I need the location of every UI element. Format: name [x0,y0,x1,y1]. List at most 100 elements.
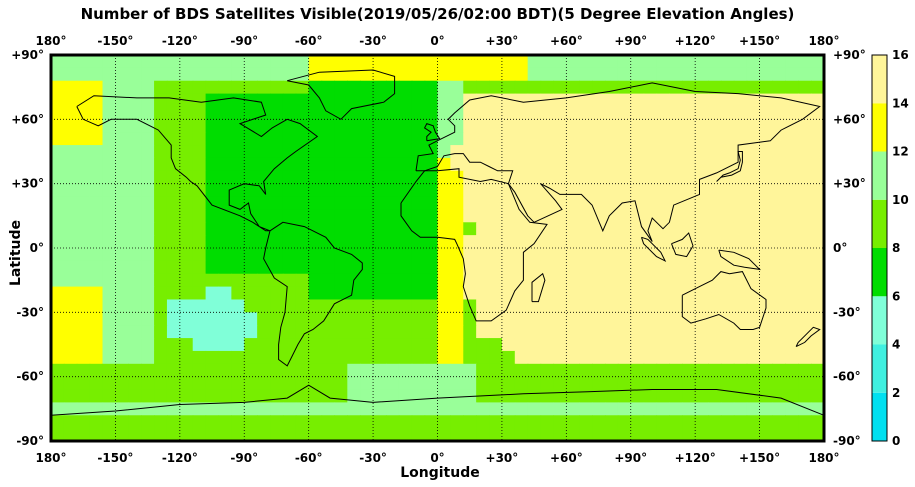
field-cell [308,80,323,95]
field-cell [373,196,387,210]
field-cell [115,260,129,275]
field-cell [798,338,812,352]
field-cell [553,119,567,133]
field-cell [527,222,542,236]
field-cell [295,106,310,120]
field-cell [514,325,529,339]
field-cell [205,106,220,120]
field-cell [785,196,799,210]
field-cell [385,222,400,236]
field-cell [682,183,696,198]
field-cell [772,299,786,313]
field-cell [643,338,658,352]
field-cell [514,286,529,301]
field-cell [553,67,567,82]
field-cell [708,389,722,403]
field-cell [295,273,310,288]
field-cell [540,170,555,185]
field-cell [656,183,670,198]
field-cell [347,170,361,185]
field-cell [218,67,232,82]
field-cell [759,132,774,146]
field-cell [63,183,78,198]
field-cell [166,93,181,108]
field-cell [437,402,451,416]
field-cell [798,93,812,108]
field-cell [695,55,709,69]
field-cell [720,415,735,429]
field-cell [257,428,271,442]
field-cell [218,389,232,403]
field-cell [321,209,336,223]
field-cell [708,273,722,288]
top-lon-tick: 180° [35,34,66,48]
field-cell [489,106,503,120]
field-cell [540,132,555,146]
field-cell [51,93,65,108]
field-cell [89,93,104,108]
field-cell [424,363,439,378]
field-cell [785,157,799,172]
field-cell [592,183,606,198]
field-cell [282,106,297,120]
field-cell [192,363,207,378]
field-cell [617,299,632,313]
field-cell [63,67,78,82]
field-cell [373,286,387,301]
field-cell [785,402,799,416]
top-lon-tick: -90° [230,34,258,48]
field-cell [360,312,374,326]
field-cell [424,209,439,223]
field-cell [656,402,670,416]
field-cell [179,350,194,365]
field-cell [656,299,670,313]
field-cell [746,235,761,249]
field-cell [501,415,516,429]
field-cell [347,145,361,159]
field-cell [231,325,245,339]
left-lat-tick: 0° [30,241,44,255]
field-cell [656,312,670,326]
field-cell [759,286,774,301]
field-cell [63,157,78,172]
field-cell [592,170,606,185]
field-cell [63,402,78,416]
field-cell [128,196,142,210]
field-cell [579,312,593,326]
field-cell [398,273,413,288]
field-cell [630,222,645,236]
field-cell [141,299,155,313]
field-cell [540,286,555,301]
field-cell [540,222,555,236]
field-cell [772,119,786,133]
field-cell [450,67,464,82]
field-cell [166,80,181,95]
field-cell [282,286,297,301]
field-cell [205,376,220,391]
field-cell [733,376,748,391]
coastline-eurasia [415,82,821,242]
field-cell [334,428,348,442]
field-cell [656,389,670,403]
field-cell [476,248,490,262]
field-cell [205,55,220,69]
field-cell [489,132,503,146]
field-cell [89,209,104,223]
field-cell [708,325,722,339]
field-cell [476,170,490,185]
field-cell [720,273,735,288]
field-cell [63,106,78,120]
field-cell [398,312,413,326]
field-cell [76,157,91,172]
field-cell [347,222,361,236]
field-cell [566,170,580,185]
field-cell [308,428,323,442]
field-cell [373,428,387,442]
field-cell [385,209,400,223]
field-cell [76,132,91,146]
field-cell [373,222,387,236]
field-cell [656,145,670,159]
field-cell [218,196,232,210]
field-cell [89,402,104,416]
field-cell [411,157,426,172]
